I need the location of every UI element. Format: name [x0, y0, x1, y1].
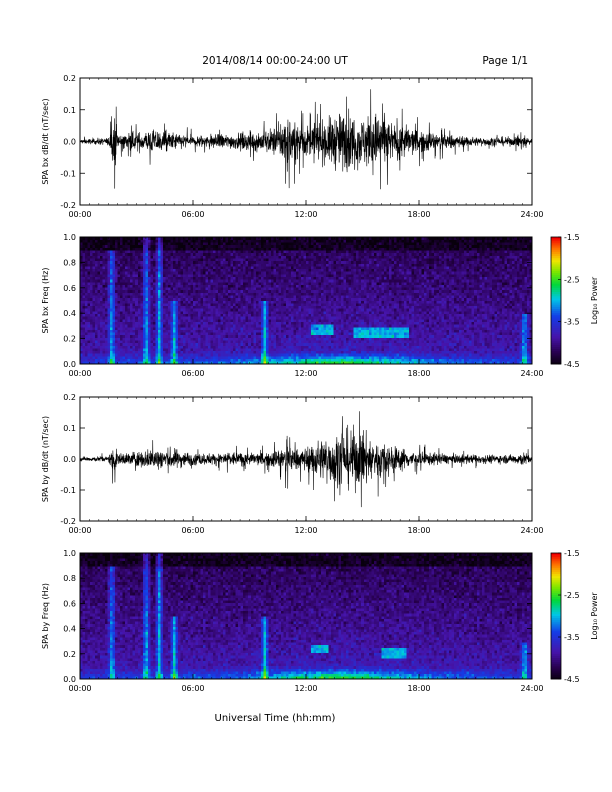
y-tick-label: 0.1 — [63, 106, 76, 115]
y-tick-label: 0.4 — [63, 309, 76, 318]
y-axis-label: SPA by Freq (Hz) — [41, 583, 50, 649]
x-axis-label: Universal Time (hh:mm) — [215, 713, 336, 724]
y-tick-label: 0.2 — [63, 650, 76, 659]
colorbar-tick-label: -2.5 — [564, 591, 580, 600]
x-tick-label: 18:00 — [407, 684, 430, 693]
y-tick-label: -0.1 — [60, 486, 76, 495]
y-tick-label: -0.2 — [60, 201, 76, 210]
x-tick-label: 12:00 — [294, 684, 317, 693]
y-tick-label: 1.0 — [63, 233, 76, 242]
x-tick-label: 06:00 — [181, 369, 204, 378]
x-tick-label: 06:00 — [181, 210, 204, 219]
x-tick-label: 12:00 — [294, 526, 317, 535]
x-tick-label: 24:00 — [520, 210, 543, 219]
x-tick-label: 12:00 — [294, 210, 317, 219]
timeseries-panel-1: 00:00 06:00 12:00 18:00 24:00 0.2 0.1 0.0 -0.1 -0… — [41, 74, 544, 219]
y-axis-label: SPA by dB/dt (nT/sec) — [41, 416, 50, 502]
colorbar-tick-label: -4.5 — [564, 360, 580, 369]
colorbar-label: Log₁₀ Power — [590, 592, 599, 640]
x-tick-label: 00:00 — [68, 210, 91, 219]
y-tick-label: 1.0 — [63, 549, 76, 558]
spectrogram-cells — [80, 237, 532, 364]
y-tick-label: 0.1 — [63, 424, 76, 433]
x-tick-label: 12:00 — [294, 369, 317, 378]
page-number: Page 1/1 — [482, 55, 528, 67]
x-tick-label: 24:00 — [520, 369, 543, 378]
y-tick-label: 0.0 — [63, 360, 76, 369]
chart-title: 2014/08/14 00:00-24:00 UT — [202, 55, 348, 67]
x-tick-label: 18:00 — [407, 369, 430, 378]
y-tick-label: -0.2 — [60, 517, 76, 526]
colorbar: -1.5 -2.5 -3.5 -4.5 Log₁₀ Power — [551, 549, 599, 684]
x-tick-label: 00:00 — [68, 684, 91, 693]
panels: 00:00 06:00 12:00 18:00 24:00 0.2 0.1 0.0 -0.1 -0… — [41, 74, 599, 693]
y-tick-label: 0.0 — [63, 675, 76, 684]
y-tick-label: 0.4 — [63, 625, 76, 634]
colorbar-tick-label: -3.5 — [564, 318, 580, 327]
y-tick-label: 0.0 — [63, 455, 76, 464]
colorbar-label: Log₁₀ Power — [590, 276, 599, 324]
x-tick-label: 24:00 — [520, 526, 543, 535]
y-tick-label: 0.6 — [63, 284, 76, 293]
colorbar-tick-label: -1.5 — [564, 549, 580, 558]
y-tick-label: 0.2 — [63, 74, 76, 83]
colorbar-tick-label: -4.5 — [564, 675, 580, 684]
x-tick-label: 24:00 — [520, 684, 543, 693]
spectrogram-panel-2: 00:00 06:00 12:00 18:00 24:00 1.0 0.8 0.6 0.4 0.2… — [41, 233, 599, 378]
colorbar: -1.5 -2.5 -3.5 -4.5 Log₁₀ Power — [551, 233, 599, 369]
y-tick-label: 0.2 — [63, 393, 76, 402]
colorbar-tick-label: -1.5 — [564, 233, 580, 242]
x-tick-label: 00:00 — [68, 526, 91, 535]
x-tick-label: 18:00 — [407, 526, 430, 535]
timeseries-panel-3: 00:00 06:00 12:00 18:00 24:00 0.2 0.1 0.0 -0.1 -0… — [41, 393, 544, 535]
x-tick-label: 00:00 — [68, 369, 91, 378]
colorbar-tick-label: -3.5 — [564, 633, 580, 642]
colorbar-tick-label: -2.5 — [564, 275, 580, 284]
y-axis-label: SPA bx dB/dt (nT/sec) — [41, 98, 50, 184]
x-tick-label: 06:00 — [181, 526, 204, 535]
x-tick-label: 18:00 — [407, 210, 430, 219]
y-tick-label: -0.1 — [60, 169, 76, 178]
y-tick-label: 0.6 — [63, 599, 76, 608]
y-tick-label: 0.8 — [63, 258, 76, 267]
spectrogram-cells — [80, 553, 532, 679]
y-axis-label: SPA bx Freq (Hz) — [41, 268, 50, 334]
y-tick-label: 0.8 — [63, 574, 76, 583]
y-tick-label: 0.0 — [63, 138, 76, 147]
spectrogram-panel-4: 00:00 06:00 12:00 18:00 24:00 1.0 0.8 0.6 0.4 0.2… — [41, 549, 599, 693]
y-tick-label: 0.2 — [63, 335, 76, 344]
x-tick-label: 06:00 — [181, 684, 204, 693]
